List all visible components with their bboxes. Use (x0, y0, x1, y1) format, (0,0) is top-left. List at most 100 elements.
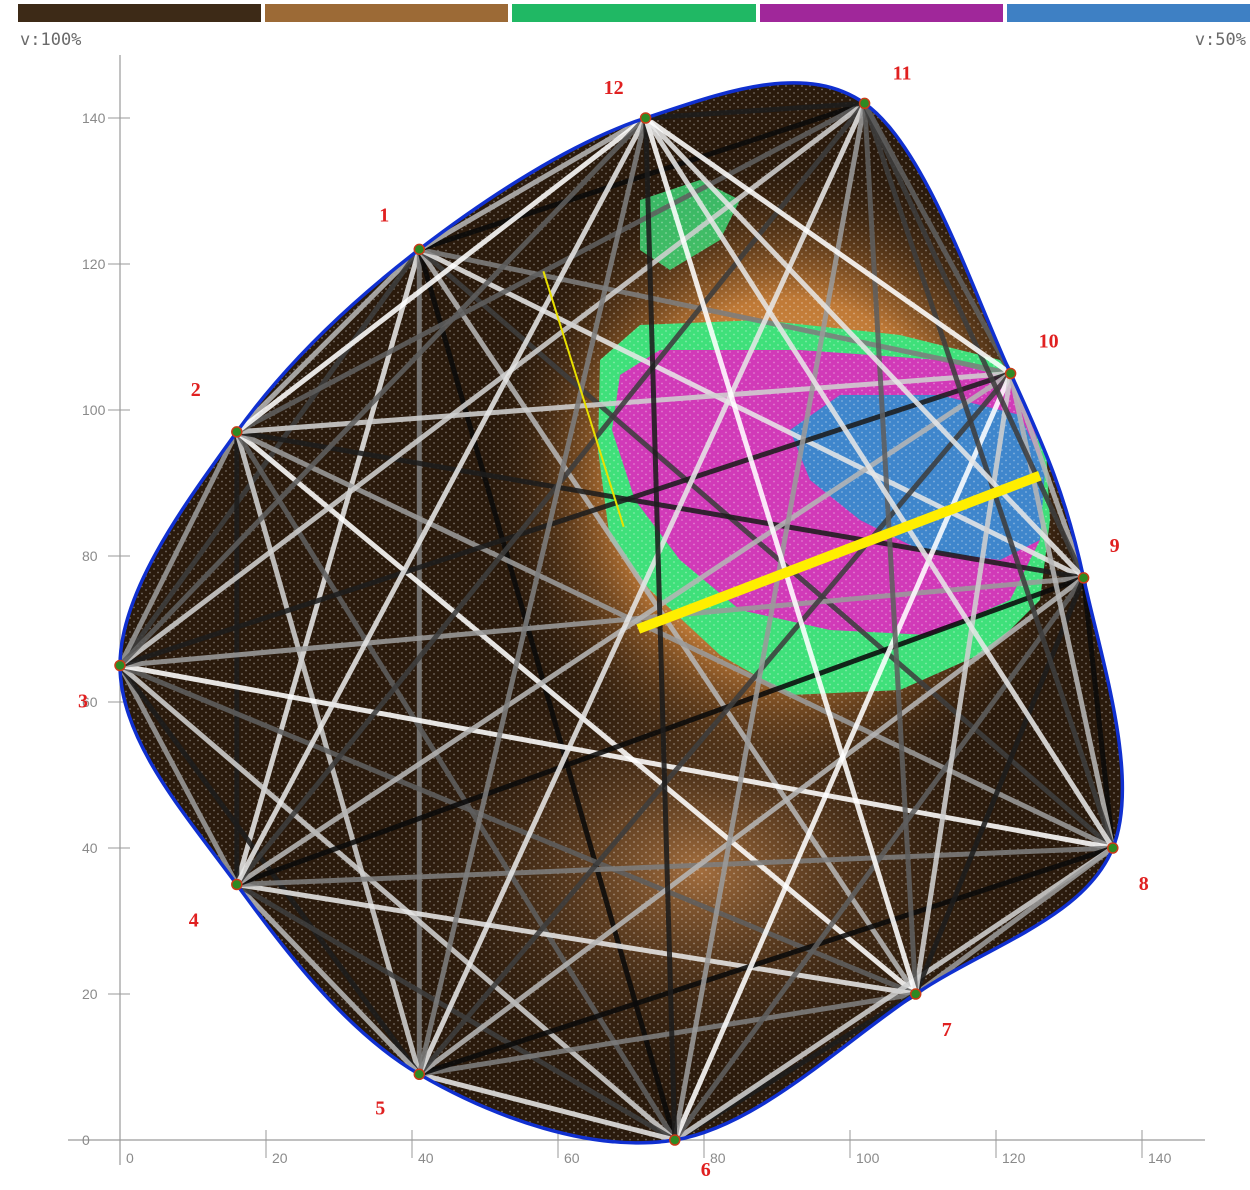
edge-9-10 (1008, 372, 1086, 579)
edge-4-6 (235, 882, 677, 1143)
edge-7-10 (913, 373, 1014, 995)
edge-5-9 (417, 575, 1086, 1077)
y-tick-label: 0 (82, 1132, 90, 1148)
color-scale-bar (18, 4, 1250, 22)
node-11[interactable] (858, 97, 871, 110)
node-7[interactable] (909, 988, 922, 1000)
x-axis-ticks: 0 20 40 60 80 100 120 140 (126, 1130, 1172, 1166)
edge-3-5 (117, 664, 422, 1076)
node-label-4: 4 (189, 910, 199, 932)
node-12[interactable] (639, 112, 652, 124)
x-tick-label: 100 (856, 1150, 880, 1166)
edge-7-12 (643, 117, 919, 995)
edge-6-12 (643, 117, 678, 1141)
node-5[interactable] (413, 1068, 426, 1081)
scale-segment-dark-brown (18, 4, 262, 22)
y-tick-label: 80 (82, 548, 98, 564)
node-1[interactable] (413, 243, 426, 256)
edge-1-4 (234, 248, 422, 886)
edge-1-2 (235, 247, 422, 434)
node-label-12: 12 (604, 77, 624, 99)
scale-segment-blue (1006, 4, 1250, 22)
node-label-10: 10 (1039, 331, 1059, 353)
edge-4-12 (234, 116, 648, 886)
node-6[interactable] (669, 1134, 681, 1146)
x-tick-label: 60 (564, 1150, 580, 1166)
x-tick-label: 40 (418, 1150, 434, 1166)
edge-6-9 (672, 576, 1086, 1142)
edge-2-11 (235, 101, 866, 435)
highlighted-segment (636, 471, 1042, 634)
edge-2-8 (235, 429, 1114, 851)
edge-1-6 (416, 248, 678, 1141)
edge-2-9 (236, 429, 1085, 581)
y-tick-label: 100 (82, 402, 106, 418)
edge-10-12 (644, 115, 1013, 376)
node-3[interactable] (114, 659, 126, 672)
x-tick-label: 80 (710, 1150, 726, 1166)
edge-3-4 (117, 664, 240, 886)
edge-3-9 (119, 575, 1084, 668)
edge-9-12 (643, 116, 1086, 580)
node-label-7: 7 (942, 1019, 952, 1041)
node-10[interactable] (1004, 367, 1017, 380)
scale-segment-light-brown (265, 4, 509, 22)
x-tick-label: 140 (1148, 1150, 1172, 1166)
scale-segment-purple (759, 4, 1003, 22)
node-label-1: 1 (379, 204, 389, 226)
edge-1-10 (418, 246, 1012, 376)
node-8[interactable] (1107, 842, 1119, 854)
edge-7-8 (914, 845, 1115, 997)
node-label-5: 5 (375, 1097, 385, 1119)
node-label-3: 3 (78, 691, 88, 713)
edge-9-11 (862, 102, 1086, 579)
network-edges (117, 100, 1116, 1143)
edge-6-11 (672, 102, 868, 1141)
scale-segment-green (512, 4, 756, 22)
edge-10-11 (862, 102, 1013, 375)
edge-7-9 (913, 576, 1086, 995)
node-label-9: 9 (1110, 535, 1120, 557)
edge-3-12 (118, 116, 648, 668)
edge-3-8 (119, 663, 1114, 851)
edge-1-8 (417, 247, 1115, 850)
edge-1-12 (418, 115, 647, 252)
node-9[interactable] (1077, 572, 1090, 584)
y-tick-label: 60 (82, 694, 98, 710)
node-4[interactable] (231, 878, 243, 891)
x-tick-label: 20 (272, 1150, 288, 1166)
y-tick-label: 20 (82, 986, 98, 1002)
y-tick-label: 140 (82, 110, 106, 126)
edge-4-5 (234, 882, 422, 1077)
edge-5-12 (416, 117, 649, 1075)
edge-2-3 (117, 430, 240, 667)
thin-yellow-segment (542, 271, 625, 528)
node-label-11: 11 (893, 62, 912, 84)
edge-11-12 (645, 100, 865, 121)
x-tick-label: 0 (126, 1150, 134, 1166)
edge-4-7 (236, 882, 917, 997)
edge-2-6 (234, 430, 677, 1142)
edge-1-11 (418, 101, 866, 252)
edge-5-6 (418, 1071, 676, 1143)
node-label-6: 6 (701, 1159, 711, 1181)
edge-3-10 (119, 371, 1012, 668)
edge-4-9 (235, 575, 1085, 887)
node-2[interactable] (231, 426, 243, 438)
edge-2-12 (235, 116, 648, 434)
edge-4-11 (234, 101, 867, 887)
edge-5-7 (418, 991, 917, 1077)
edge-3-11 (118, 101, 867, 668)
y-tick-label: 120 (82, 256, 106, 272)
edge-5-11 (417, 102, 867, 1076)
node-label-2: 2 (191, 379, 201, 401)
node-label-8: 8 (1139, 873, 1149, 895)
edge-5-8 (418, 845, 1114, 1077)
edge-8-9 (1081, 577, 1116, 849)
scale-min-label: v:50% (1194, 30, 1246, 50)
edge-6-8 (673, 845, 1115, 1143)
edge-2-7 (235, 429, 918, 996)
y-axis-ticks: 0 20 40 60 80 100 120 140 (82, 110, 130, 1148)
edge-5-10 (417, 371, 1013, 1076)
